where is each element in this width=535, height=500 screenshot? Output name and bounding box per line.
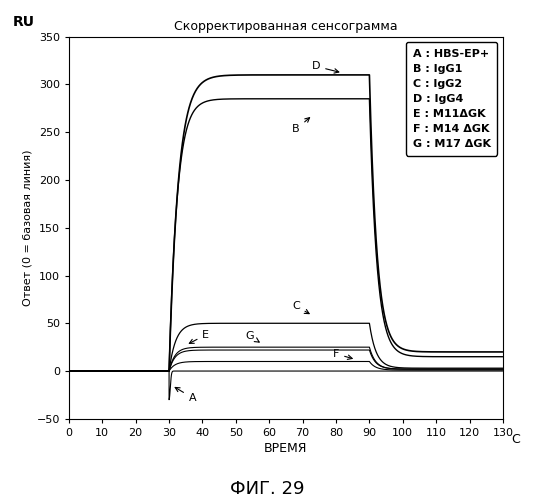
Text: ФИГ. 29: ФИГ. 29 [230,480,305,498]
X-axis label: ВРЕМЯ: ВРЕМЯ [264,442,308,455]
Text: G: G [245,330,259,342]
Text: E: E [189,330,209,344]
Legend: A : HBS-EP+, B : IgG1, C : IgG2, D : IgG4, E : M11ΔGK, F : M14 ΔGK, G : M17 ΔGK: A : HBS-EP+, B : IgG1, C : IgG2, D : IgG… [406,42,498,156]
Y-axis label: Ответ (0 = базовая линия): Ответ (0 = базовая линия) [22,150,32,306]
Text: С: С [511,434,521,446]
Text: A: A [175,388,196,403]
Title: Скорректированная сенсограмма: Скорректированная сенсограмма [174,20,398,33]
Text: C: C [292,301,309,314]
Text: RU: RU [12,15,34,29]
Text: F: F [333,349,352,360]
Text: B: B [292,118,310,134]
Text: D: D [312,62,339,73]
